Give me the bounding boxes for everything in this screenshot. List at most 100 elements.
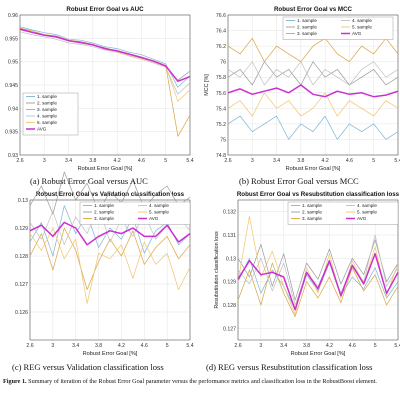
- subcaption-a: (a) Robust Error Goal versus AUC: [30, 176, 148, 186]
- legend-label: 1. sample: [37, 94, 57, 99]
- series-line-3-sample: [227, 37, 399, 63]
- y-tick-label: 0.13: [226, 256, 236, 262]
- legend-label: AVG: [357, 216, 367, 221]
- figure-caption: Figure 1. Summary of iteration of the Ro…: [3, 377, 397, 386]
- legend-label: 2. sample: [94, 210, 114, 215]
- x-tick-label: 3: [43, 158, 46, 164]
- y-tick-label: 0.126: [15, 310, 28, 316]
- y-tick-label: 76.2: [216, 44, 226, 50]
- y-tick-label: 75.4: [216, 106, 226, 112]
- legend-label: 1. sample: [302, 203, 322, 208]
- legend-box: [282, 16, 394, 40]
- x-axis-label: Robust Error Goal [%]: [83, 351, 138, 357]
- y-tick-label: 0.132: [223, 210, 236, 216]
- y-tick-label: 0.96: [8, 13, 18, 19]
- y-tick-label: 75.8: [216, 75, 226, 81]
- legend-box: [22, 92, 79, 136]
- y-tick-label: 75: [220, 137, 226, 143]
- legend-box: [79, 201, 191, 225]
- series-line-3-sample: [237, 262, 399, 318]
- x-tick-label: 3.4: [72, 343, 79, 349]
- chart-2: 74.8 75 75.2 75.4 75.6 75.8 76 76.2 76.4 76.6 2.6 3…: [204, 6, 400, 172]
- series-line-1-sample: [19, 26, 191, 88]
- legend-label: AVG: [352, 31, 362, 36]
- legend-label: 3. sample: [302, 216, 322, 221]
- x-axis-label: Robust Error Goal [%]: [286, 166, 341, 172]
- y-tick-label: 0.129: [15, 226, 28, 232]
- x-tick-label: 4.2: [114, 158, 121, 164]
- y-tick-label: 0.128: [223, 303, 236, 309]
- axes-frame: [19, 14, 191, 156]
- chart-title: Robust Error Goal vs MCC: [274, 6, 353, 13]
- x-tick-label: 3.4: [65, 158, 72, 164]
- x-tick-label: 5.4: [186, 343, 193, 349]
- chart-3: 0.126 0.127 0.128 0.129 0.13 2.6 3 3.4 3.8 4.2 4.6…: [15, 171, 194, 357]
- y-axis-label: MCC [%]: [204, 74, 210, 96]
- x-tick-label: 5: [166, 343, 169, 349]
- legend-label: 5. sample: [37, 120, 57, 125]
- x-tick-label: 3.4: [280, 343, 287, 349]
- series-line-4-sample: [227, 61, 399, 86]
- legend-label: 4. sample: [357, 203, 377, 208]
- x-tick-label: 5.4: [394, 158, 400, 164]
- chart-title: Robust Error Goal vs Resubstitution clas…: [237, 191, 400, 198]
- x-tick-label: 3.8: [89, 158, 96, 164]
- y-tick-label: 0.955: [5, 36, 18, 42]
- legend-label: 2. sample: [297, 25, 317, 30]
- chart-4: 0.127 0.128 0.129 0.13 0.131 0.132 2.6 3 3.4 3.8 4…: [214, 191, 400, 357]
- x-tick-label: 5: [164, 158, 167, 164]
- legend-label: 1. sample: [297, 18, 317, 23]
- series-line-1-sample: [237, 257, 399, 311]
- series-line-3-sample: [29, 227, 191, 290]
- legend-label: 5. sample: [352, 25, 372, 30]
- legend-label: 5. sample: [149, 210, 169, 215]
- x-tick-label: 4.6: [138, 158, 145, 164]
- y-tick-label: 0.93: [8, 153, 18, 159]
- legend-label: 3. sample: [94, 216, 114, 221]
- subcaption-b: (b) Robust Error Goal versus MCC: [239, 176, 359, 186]
- x-tick-label: 3.4: [273, 158, 280, 164]
- x-axis-label: Robust Error Goal [%]: [291, 351, 346, 357]
- series-line-5-sample: [29, 227, 191, 304]
- chart-title: Robust Error Goal vs Validation classifi…: [36, 191, 185, 198]
- legend-label: AVG: [149, 216, 159, 221]
- x-tick-label: 3: [251, 158, 254, 164]
- x-tick-label: 4.6: [346, 158, 353, 164]
- x-tick-label: 2.6: [224, 158, 231, 164]
- series-line-5-sample: [227, 92, 399, 117]
- x-tick-label: 5: [372, 158, 375, 164]
- chart-1: 0.93 0.935 0.94 0.945 0.95 0.955 0.96 2.6 3 3.4 3.…: [5, 6, 194, 172]
- x-tick-label: 5.4: [186, 158, 193, 164]
- legend-label: 5. sample: [357, 210, 377, 215]
- y-tick-label: 0.945: [5, 83, 18, 89]
- x-tick-label: 4.2: [118, 343, 125, 349]
- x-tick-label: 4.6: [349, 343, 356, 349]
- series-line-avg: [29, 221, 191, 246]
- legend-label: 4. sample: [149, 203, 169, 208]
- x-tick-label: 3.8: [303, 343, 310, 349]
- legend-label: 3. sample: [37, 107, 57, 112]
- x-tick-label: 3: [259, 343, 262, 349]
- y-tick-label: 75.6: [216, 91, 226, 97]
- y-tick-label: 75.2: [216, 122, 226, 128]
- series-line-avg: [237, 252, 399, 311]
- chart-title: Robust Error Goal vs AUC: [66, 6, 144, 13]
- y-tick-label: 0.935: [5, 130, 18, 136]
- series-line-avg: [227, 84, 399, 98]
- legend-label: 4. sample: [352, 18, 372, 23]
- subcaption-c: (c) REG versus Validation classification…: [12, 362, 164, 372]
- legend-label: AVG: [37, 127, 47, 132]
- legend-label: 2. sample: [302, 210, 322, 215]
- legend-label: 1. sample: [94, 203, 114, 208]
- x-tick-label: 4.2: [322, 158, 329, 164]
- legend-box: [287, 201, 399, 225]
- legend-label: 2. sample: [37, 101, 57, 106]
- y-tick-label: 0.95: [8, 60, 18, 66]
- y-tick-label: 0.127: [15, 282, 28, 288]
- x-tick-label: 2.6: [234, 343, 241, 349]
- y-tick-label: 76.6: [216, 13, 226, 19]
